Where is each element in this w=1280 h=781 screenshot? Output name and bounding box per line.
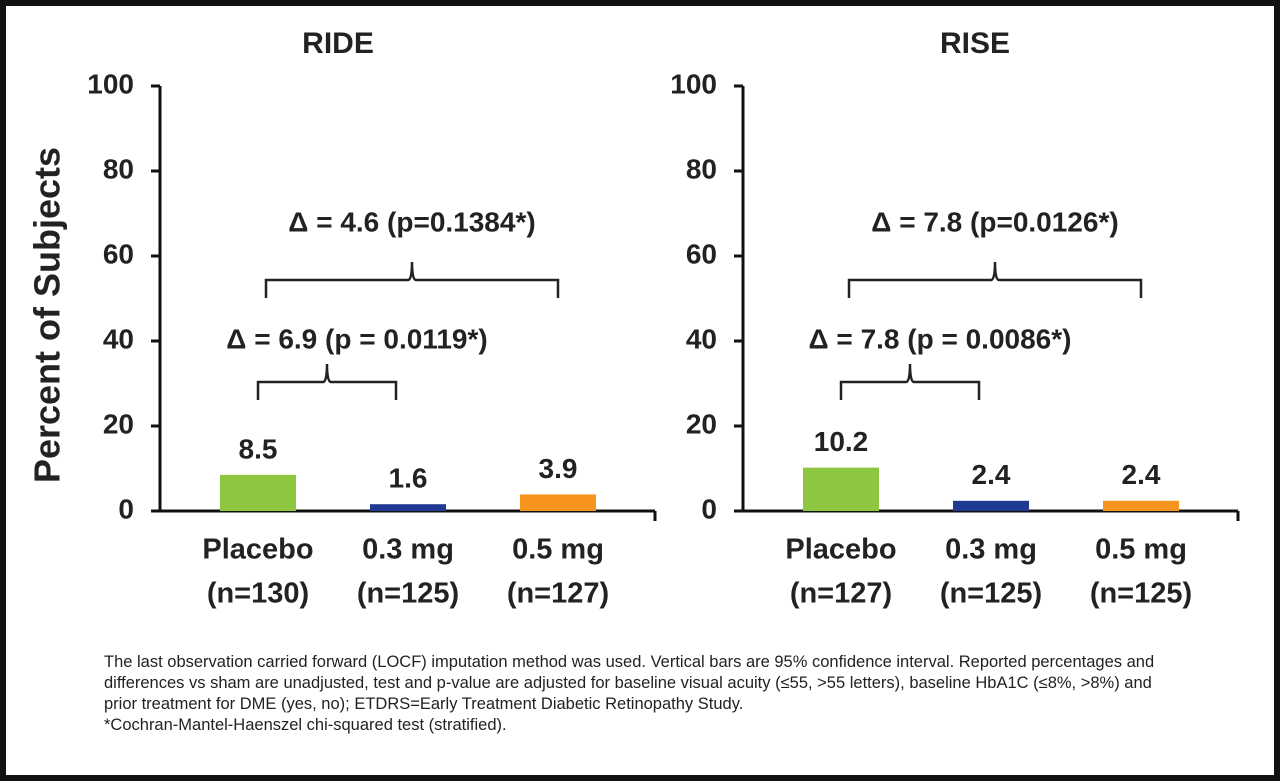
- y-tick-label: 100: [670, 68, 717, 99]
- x-tick-label: (n=130): [207, 578, 309, 610]
- y-tick-label: 100: [87, 68, 134, 99]
- x-tick-label: (n=127): [507, 578, 609, 610]
- bar: [953, 500, 1029, 511]
- y-tick-label: 0: [701, 493, 717, 524]
- bar: [370, 504, 446, 511]
- x-tick-label: (n=125): [940, 578, 1042, 610]
- value-label: 2.4: [1122, 459, 1161, 490]
- x-tick-label: 0.5 mg: [1095, 534, 1187, 566]
- y-tick-label: 60: [103, 238, 134, 269]
- bar: [220, 474, 296, 511]
- footnote: The last observation carried forward (LO…: [104, 653, 1155, 713]
- x-tick-label: (n=125): [1090, 578, 1192, 610]
- x-tick-label: 0.3 mg: [945, 534, 1037, 566]
- bracket: [264, 261, 560, 298]
- y-tick-label: 40: [686, 323, 717, 354]
- y-tick-label: 60: [686, 238, 717, 269]
- x-tick-label: Placebo: [202, 534, 313, 566]
- bracket: [256, 363, 398, 400]
- value-label: 8.5: [239, 433, 278, 464]
- bracket: [839, 363, 981, 400]
- bar: [1103, 500, 1179, 511]
- annotation: Δ = 4.6 (p=0.1384*): [288, 206, 535, 237]
- footnote: *Cochran-Mantel-Haenszel chi-squared tes…: [104, 716, 507, 734]
- value-label: 1.6: [389, 463, 428, 494]
- y-tick-label: 20: [686, 408, 717, 439]
- value-label: 2.4: [972, 459, 1011, 490]
- x-tick-label: (n=125): [357, 578, 459, 610]
- x-tick-label: Placebo: [785, 534, 896, 566]
- value-label: 3.9: [539, 453, 578, 484]
- bar: [803, 467, 879, 511]
- annotation: Δ = 7.8 (p=0.0126*): [871, 206, 1118, 237]
- chart-title: RIDE: [302, 27, 374, 60]
- y-tick-label: 0: [118, 493, 134, 524]
- footnotes: The last observation carried forward (LO…: [104, 652, 1184, 736]
- value-label: 10.2: [814, 426, 869, 457]
- bracket: [847, 261, 1143, 298]
- annotation: Δ = 7.8 (p = 0.0086*): [809, 323, 1072, 354]
- annotation: Δ = 6.9 (p = 0.0119*): [226, 323, 487, 354]
- y-tick-label: 20: [103, 408, 134, 439]
- y-tick-label: 40: [103, 323, 134, 354]
- x-tick-label: (n=127): [790, 578, 892, 610]
- bar: [520, 494, 596, 511]
- x-tick-label: 0.5 mg: [512, 534, 604, 566]
- y-tick-label: 80: [103, 153, 134, 184]
- x-tick-label: 0.3 mg: [362, 534, 454, 566]
- y-axis-label: Percent of Subjects: [27, 147, 68, 483]
- y-tick-label: 80: [686, 153, 717, 184]
- chart-title: RISE: [940, 27, 1010, 60]
